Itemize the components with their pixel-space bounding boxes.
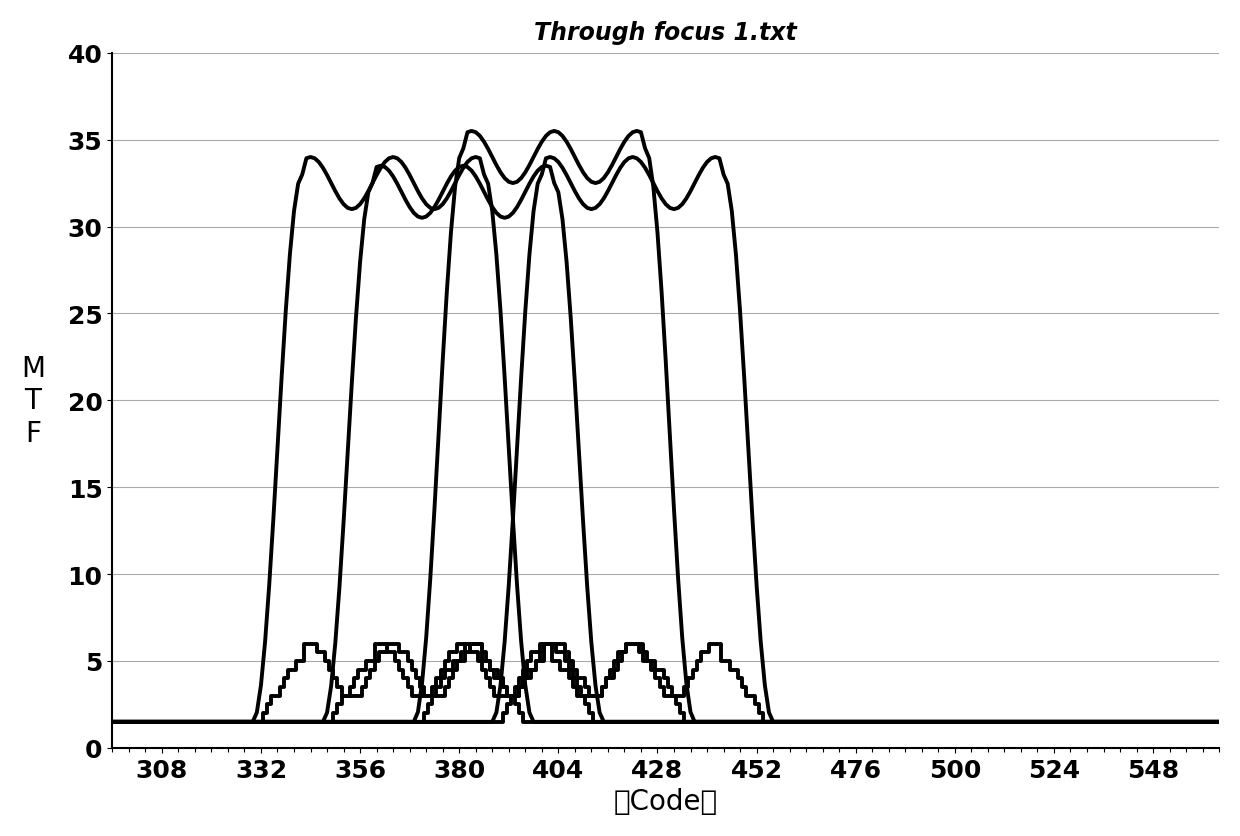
Title: Through focus 1.txt: Through focus 1.txt [534, 21, 797, 45]
X-axis label: 马Code値: 马Code値 [614, 788, 718, 815]
Y-axis label: M
T
F: M T F [21, 354, 45, 447]
